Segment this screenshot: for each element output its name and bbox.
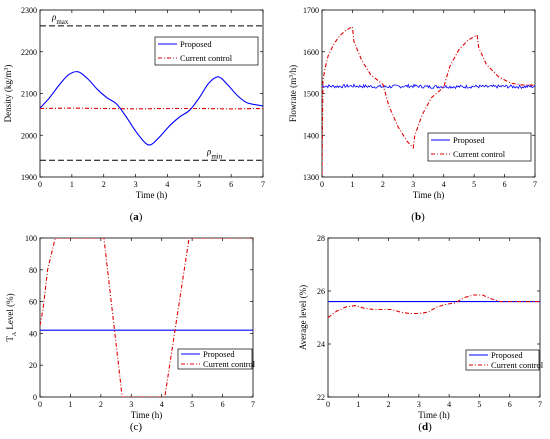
y-axis-label: Flowrate (m3/h) [288,65,298,122]
y-tick-label: 1700 [303,6,319,15]
y-tick-label: 1500 [303,90,319,99]
x-tick-label: 1 [356,400,360,409]
legend-label: Proposed [180,39,212,49]
y-tick-label: 20 [29,361,37,370]
y-tick-label: 2300 [21,6,37,15]
x-tick-label: 3 [134,180,138,189]
x-tick-label: 1 [70,180,74,189]
x-tick-label: 4 [165,180,169,189]
axes-frame [39,9,264,178]
panel-caption: (a) [130,211,143,223]
legend-label: Current control [180,53,233,63]
legend-label: Proposed [453,135,485,145]
legend-box [154,36,259,66]
axes-frame [39,237,254,398]
reference-label-min: ρmin [206,146,223,160]
legend: Proposed Current control [154,36,259,66]
series-proposed-line [40,71,263,146]
legend-box [427,132,532,162]
y-tick-label: 40 [29,329,37,338]
chart-d: 0 1 2 3 4 5 6 7 22 24 26 28 Time (h) Average level (%… [298,234,544,433]
y-tick-label: 1400 [303,131,319,140]
x-axis-label: Time (h) [131,410,162,420]
x-axis-label: Time (h) [418,410,449,420]
y-tick-label: 28 [317,234,325,243]
y-axis-label: Density (kg/m3) [3,65,13,123]
chart-c: 0 1 2 3 4 5 6 7 0 20 40 60 80 100 Time (h) TA Level (%)… [5,234,256,433]
y-tick-label: 100 [25,234,37,243]
x-tick-label: 2 [381,180,385,189]
x-tick-label: 0 [320,180,324,189]
x-tick-label: 7 [251,400,255,409]
x-tick-label: 1 [68,400,72,409]
legend: Proposed Current control [427,132,532,162]
x-tick-label: 4 [160,400,164,409]
x-tick-label: 4 [447,400,451,409]
y-tick-label: 24 [317,340,325,349]
legend-label: Current control [203,359,256,369]
x-tick-label: 3 [411,180,415,189]
y-tick-label: 26 [317,287,325,296]
y-tick-label: 2000 [21,131,37,140]
y-tick-label: 1900 [21,173,37,182]
y-axis-label: TA Level (%) [5,293,18,341]
y-tick-label: 0 [33,393,37,402]
series-current-control-line [40,238,253,397]
legend-label: Current control [453,149,506,159]
x-tick-label: 7 [538,400,542,409]
series-current-control-line [322,25,535,175]
x-tick-label: 5 [197,180,201,189]
y-axis-label: Average level (%) [298,285,308,350]
x-tick-label: 5 [472,180,476,189]
x-tick-label: 0 [38,180,42,189]
y-tick-label: 2200 [21,48,37,57]
y-tick-label: 60 [29,298,37,307]
x-tick-label: 3 [129,400,133,409]
y-tick-label: 1300 [303,173,319,182]
legend-label: Proposed [203,349,235,359]
x-tick-label: 2 [99,400,103,409]
reference-label-max: ρmax [51,12,69,26]
y-tick-label: 1600 [303,48,319,57]
x-tick-label: 4 [442,180,446,189]
x-tick-label: 0 [326,400,330,409]
series-current-control-line [40,107,263,110]
x-tick-label: 0 [38,400,42,409]
legend-label: Current control [491,360,544,370]
x-axis-label: Time (h) [136,190,167,200]
x-tick-label: 5 [477,400,481,409]
chart-a: 0 1 2 3 4 5 6 7 1900 2000 2100 2200 2300 Time (h) Dens… [3,6,265,223]
series-current-control-line [328,294,540,318]
panel-caption: (c) [130,421,143,433]
x-tick-label: 6 [229,180,233,189]
y-tick-label: 2100 [21,90,37,99]
panel-caption: (b) [411,211,425,223]
x-tick-label: 7 [261,180,265,189]
x-tick-label: 7 [533,180,537,189]
y-tick-label: 22 [317,393,325,402]
x-tick-label: 6 [221,400,225,409]
chart-b: 0 1 2 3 4 5 6 7 1300 1400 1500 1600 1700 Time (h) Flow… [288,6,537,223]
y-tick-label: 80 [29,266,37,275]
series-proposed-line [322,83,535,90]
x-tick-label: 3 [417,400,421,409]
panel-caption: (d) [418,421,432,433]
legend-label: Proposed [491,350,523,360]
x-tick-label: 6 [508,400,512,409]
axes-frame [327,237,541,398]
x-tick-label: 5 [190,400,194,409]
x-tick-label: 2 [102,180,106,189]
x-tick-label: 6 [503,180,507,189]
x-tick-label: 1 [350,180,354,189]
x-axis-label: Time (h) [413,190,444,200]
x-tick-label: 2 [387,400,391,409]
